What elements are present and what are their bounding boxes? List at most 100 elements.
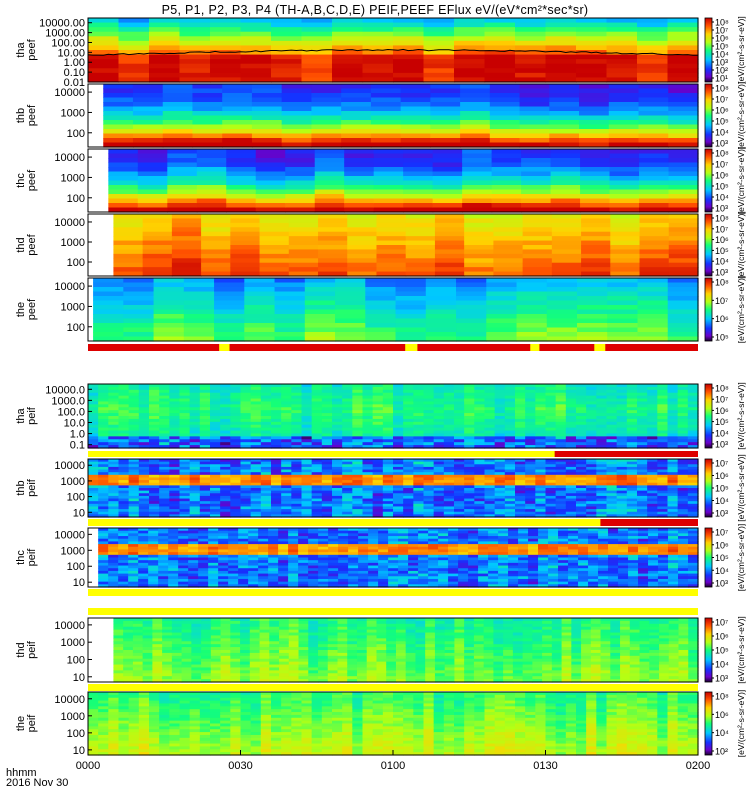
the-peef-cell (304, 336, 336, 342)
thd-peef-cell (171, 240, 202, 246)
thb-peif-cell (138, 469, 150, 473)
tha-peif-cell (220, 433, 231, 437)
tha-peif-cell (311, 436, 323, 440)
thb-peef-cell (608, 129, 640, 135)
tha-peif-cell (362, 384, 374, 388)
thb-peef-cell (668, 97, 699, 103)
thb-peif-cell (616, 493, 628, 497)
tha-peef-cell (454, 72, 486, 79)
tha-peif-cell (677, 410, 689, 414)
thb-peif-cell (576, 514, 587, 518)
tha-peif-cell (525, 407, 536, 411)
thb-peif-cell (413, 511, 425, 515)
thb-peef-cell (668, 111, 699, 117)
thc-peif-cell (328, 536, 339, 540)
thb-peef-spectrogram (103, 84, 699, 148)
thc-peif-cell (118, 562, 129, 567)
thc-peif-cell (158, 530, 169, 534)
tha-peef-cell (484, 40, 516, 47)
the-peef-cell (183, 314, 215, 320)
tha-peif-cell (474, 404, 486, 408)
tha-peif-cell (362, 445, 374, 449)
thc-peif-cell (398, 536, 409, 540)
tha-peif-cell (149, 424, 160, 429)
thc-peef-cell (285, 153, 316, 159)
thb-peif-cell (260, 485, 272, 489)
thb-peif-cell (382, 485, 394, 489)
thb-peif-frame (87, 458, 699, 518)
thb-peif-cell (423, 474, 435, 479)
tha-peif-cell (464, 398, 475, 403)
thc-peef-cell (491, 198, 522, 204)
thc-peif-cell (428, 536, 439, 540)
thc-peif-cell (158, 565, 169, 569)
thc-peif-cell (358, 560, 369, 564)
thc-peif-cell (178, 570, 189, 575)
thb-peif-cell (565, 469, 577, 473)
thc-peif-cell (328, 584, 339, 588)
thc-peif-cell (428, 584, 439, 588)
tha-peif-cell (250, 410, 262, 414)
thc-peif-cell (198, 565, 209, 569)
thb-peif-cell (667, 501, 679, 505)
thc-peef-cell (491, 176, 522, 182)
thc-peif-cell (318, 557, 329, 561)
tha-peif-cell (596, 398, 608, 403)
tha-peif-cell (535, 433, 547, 437)
thc-peif-cell (308, 541, 319, 545)
thb-peif-cell (545, 482, 557, 486)
chart-title: P5, P1, P2, P3, P4 (TH-A,B,C,D,E) PEIF,P… (161, 3, 589, 17)
thc-peif-cell (288, 568, 299, 572)
tha-peif-cell (199, 436, 211, 440)
tha-peif-cell (88, 398, 99, 403)
thb-peif-cell (98, 498, 109, 502)
thc-peif-cell (238, 581, 249, 585)
thc-peif-cell (388, 528, 399, 532)
thb-peif-cell (515, 511, 526, 515)
tha-peif-cell (667, 395, 679, 400)
tha-peif-cell (616, 404, 628, 408)
the-peef-cell (395, 309, 427, 315)
tha-peif-frame (87, 383, 699, 449)
tha-peif-cell (423, 416, 435, 420)
thb-peif-cell (220, 472, 231, 476)
tha-peif-cell (423, 413, 435, 417)
thb-peef-cell (370, 133, 402, 139)
tha-peif-cell (667, 413, 679, 417)
thd-peef-cell (493, 262, 524, 268)
thb-peif-cell (565, 472, 577, 476)
thc-peef-cell (491, 194, 522, 200)
thc-peif-cell (108, 578, 119, 583)
tha-peif-cell (657, 430, 669, 435)
tha-peif-cell (372, 384, 384, 388)
thb-peif-cell (98, 490, 109, 494)
thb-peif-cell (311, 509, 323, 513)
thc-peif-cell (178, 562, 189, 567)
thb-peif-cell (311, 488, 323, 492)
thc-peif-cell (288, 581, 299, 585)
tha-peif-cell (118, 427, 130, 432)
tha-peif-cell (555, 445, 567, 449)
thd-peef-cell (259, 258, 290, 264)
thb-peif-cell (606, 461, 618, 465)
thb-peif-cell (687, 503, 699, 508)
the-peef-cell (183, 278, 215, 284)
thc-peef-cell (609, 198, 640, 204)
tha-peef-cell (606, 27, 638, 33)
thb-peif-cell (576, 464, 587, 468)
thc-peef-cell (550, 207, 581, 213)
thc-peif-cell (328, 573, 339, 577)
tha-peef-cell (637, 77, 669, 83)
thc-peef-cell (462, 176, 493, 182)
tha-peef-cell (179, 50, 211, 56)
thc-peif-cell (428, 554, 439, 559)
thd-peef-cell (581, 222, 611, 228)
tha-peif-cell (128, 445, 140, 449)
thb-peif-cell (454, 498, 465, 502)
the-peef-cell (425, 327, 457, 333)
thc-peif-cell (188, 568, 199, 572)
thb-peif-cell (230, 498, 242, 502)
thc-peif-cell (388, 570, 399, 575)
thb-peef-cell (370, 93, 402, 99)
thb-peif-cell (454, 472, 465, 476)
